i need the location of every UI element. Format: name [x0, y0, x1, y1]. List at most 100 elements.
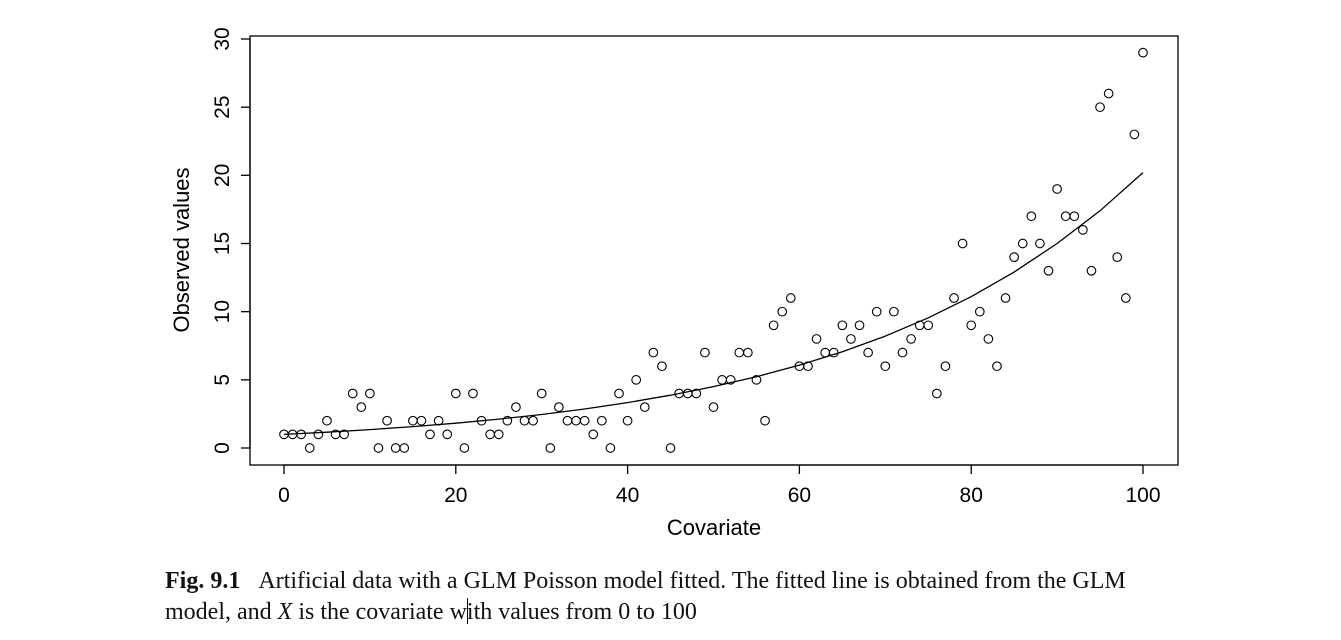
x-tick-label: 100	[1125, 484, 1160, 507]
data-point	[974, 306, 985, 317]
data-point	[854, 320, 865, 331]
data-point	[1035, 238, 1045, 249]
caption-x-symbol: X	[277, 599, 293, 625]
data-point	[588, 429, 599, 440]
data-point	[1026, 211, 1037, 222]
data-point	[571, 415, 581, 426]
data-point	[914, 320, 925, 331]
data-point	[863, 347, 873, 358]
data-point	[622, 415, 633, 426]
data-point	[579, 415, 590, 426]
fitted-curve	[283, 172, 1144, 436]
x-tick-label: 80	[960, 484, 983, 507]
data-point	[459, 443, 470, 453]
data-point	[1129, 129, 1140, 140]
text-cursor	[466, 598, 468, 624]
x-axis-label: Covariate	[667, 515, 761, 540]
data-point	[648, 347, 659, 358]
data-point	[691, 388, 702, 399]
data-point	[605, 443, 616, 453]
caption-text-part3: ith values from 0 to 100	[466, 599, 697, 625]
x-tick-label: 40	[616, 484, 639, 507]
figure-caption: Fig. 9.1 Artificial data with a GLM Pois…	[165, 566, 1185, 628]
data-point	[1060, 211, 1071, 222]
data-point	[596, 415, 607, 426]
y-tick-label: 5	[211, 374, 234, 386]
data-point	[957, 238, 968, 249]
scatter-chart: 0 20 40 60 80 100 0 5 10 15 20 25 30 Covariate Obse…	[169, 27, 1179, 540]
y-axis: 0 5 10 15 20 25 30	[211, 27, 251, 454]
data-point	[897, 347, 908, 358]
data-point	[511, 402, 521, 412]
data-point	[940, 361, 951, 372]
data-point	[743, 347, 753, 358]
data-point	[931, 388, 942, 399]
data-point	[347, 388, 358, 399]
caption-text-part1: Artificial data with a GLM Poisson model…	[165, 568, 1126, 625]
data-point	[639, 402, 650, 412]
data-point	[682, 388, 693, 399]
y-tick-label: 30	[211, 27, 234, 50]
y-tick-label: 20	[211, 164, 234, 187]
data-point	[777, 306, 788, 317]
data-point	[433, 415, 444, 426]
y-tick-label: 0	[211, 442, 234, 454]
data-point	[923, 320, 934, 331]
data-point	[614, 388, 624, 399]
data-point	[390, 443, 401, 453]
data-point	[820, 347, 831, 358]
data-point	[304, 443, 315, 453]
x-tick-label: 0	[278, 484, 290, 507]
data-point	[356, 402, 367, 412]
x-axis: 0 20 40 60 80 100	[278, 464, 1161, 507]
data-point	[545, 443, 556, 453]
data-point	[657, 361, 667, 372]
data-point	[846, 334, 856, 344]
data-point	[485, 429, 496, 440]
data-point	[880, 361, 891, 372]
data-point	[889, 306, 899, 317]
data-point	[502, 415, 513, 426]
data-point	[313, 429, 324, 440]
data-point	[493, 429, 504, 440]
data-point	[416, 415, 427, 426]
data-point	[536, 388, 547, 399]
data-point	[399, 443, 410, 453]
data-point	[708, 402, 719, 412]
data-point	[751, 374, 762, 385]
data-point	[365, 388, 375, 399]
data-point	[1103, 88, 1114, 99]
data-point	[554, 402, 564, 412]
caption-text-part2: is the covariate w	[292, 599, 467, 625]
data-point	[468, 388, 478, 399]
data-point	[1095, 102, 1105, 113]
data-points	[279, 47, 1148, 453]
data-point	[768, 320, 779, 331]
data-point	[408, 415, 418, 426]
data-point	[322, 415, 332, 426]
y-tick-label: 10	[211, 300, 234, 323]
data-point	[811, 334, 822, 344]
data-point	[760, 415, 770, 426]
data-point	[966, 320, 977, 331]
data-point	[734, 347, 745, 358]
data-point	[450, 388, 461, 399]
y-tick-label: 25	[211, 95, 234, 118]
data-point	[631, 374, 642, 385]
data-point	[803, 361, 813, 372]
data-point	[906, 334, 916, 344]
data-point	[717, 374, 727, 385]
data-point	[442, 429, 453, 440]
data-point	[519, 415, 530, 426]
y-tick-label: 15	[211, 232, 234, 255]
data-point	[296, 429, 307, 440]
data-point	[1120, 293, 1131, 303]
data-point	[339, 429, 349, 440]
data-point	[992, 361, 1002, 372]
data-point	[1009, 252, 1020, 262]
data-point	[700, 347, 710, 358]
data-point	[665, 443, 676, 453]
data-point	[382, 415, 392, 426]
data-point	[1069, 211, 1080, 222]
data-point	[725, 374, 736, 385]
